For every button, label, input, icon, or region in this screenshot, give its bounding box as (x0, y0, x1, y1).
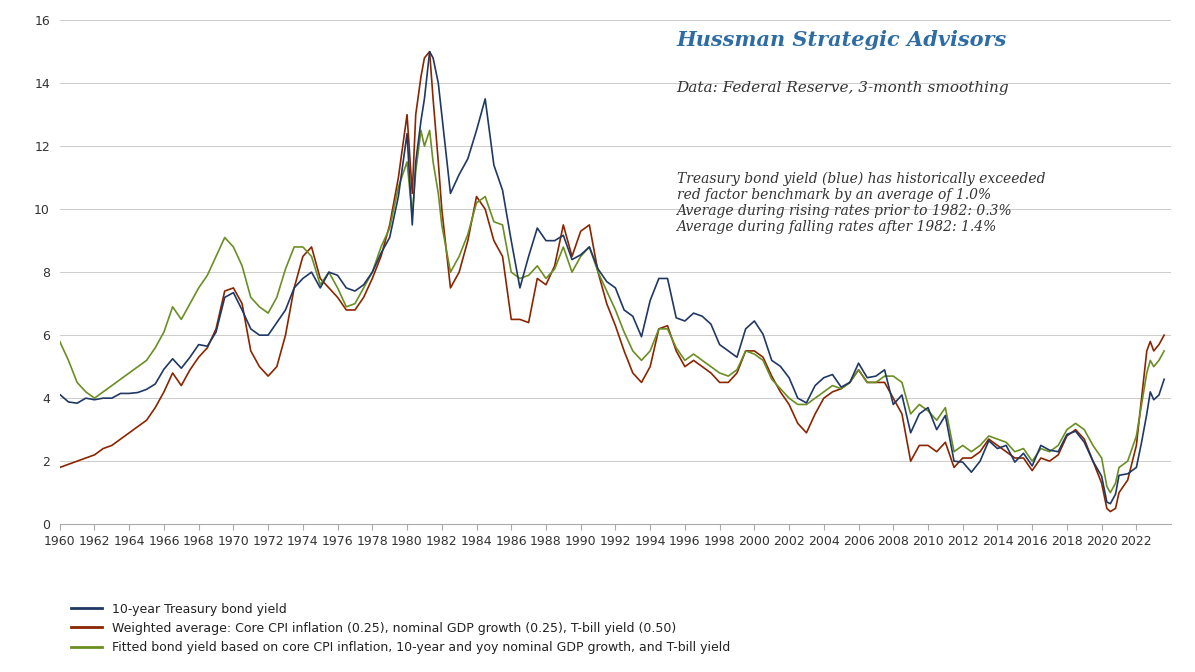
Text: Data: Federal Reserve, 3-month smoothing: Data: Federal Reserve, 3-month smoothing (676, 81, 1009, 95)
Text: Hussman Strategic Advisors: Hussman Strategic Advisors (676, 30, 1007, 50)
Legend: 10-year Treasury bond yield, Weighted average: Core CPI inflation (0.25), nomina: 10-year Treasury bond yield, Weighted av… (66, 597, 735, 659)
Text: Treasury bond yield (blue) has historically exceeded
red factor benchmark by an : Treasury bond yield (blue) has historica… (676, 171, 1046, 235)
